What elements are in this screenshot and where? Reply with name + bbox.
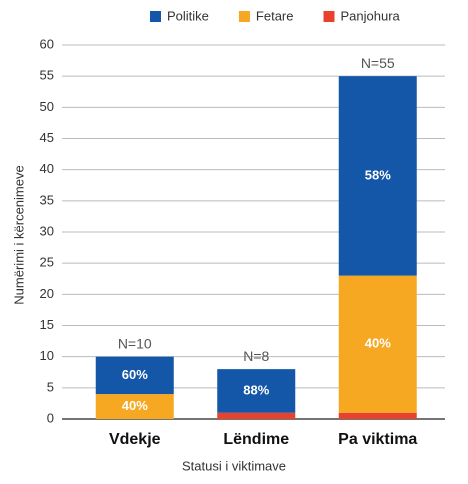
bar-segment: [95, 394, 174, 419]
y-axis-title: Numërimi i kërcenimeve: [11, 165, 26, 304]
x-tick-label: Vdekje: [109, 431, 161, 448]
y-tick-label: 60: [40, 36, 54, 51]
x-tick-label: Lëndime: [223, 431, 289, 448]
segment-label: 88%: [243, 382, 269, 397]
y-tick-label: 55: [40, 68, 54, 83]
legend-swatch: [150, 11, 161, 22]
y-tick-label: 35: [40, 192, 54, 207]
legend-swatch: [323, 11, 335, 22]
total-label: N=55: [361, 55, 395, 71]
y-tick-label: 10: [40, 348, 54, 363]
bar-segment: [338, 76, 417, 276]
segment-label: 40%: [122, 398, 148, 413]
legend-label: Politike: [167, 8, 209, 23]
legend-swatch: [238, 11, 250, 22]
y-tick-label: 30: [40, 223, 54, 238]
y-tick-label: 50: [40, 99, 54, 114]
bar-segment: [95, 356, 174, 395]
y-tick-label: 0: [47, 410, 54, 425]
legend-label: Panjohura: [341, 8, 401, 23]
segment-label: 40%: [365, 336, 391, 351]
total-label: N=8: [243, 348, 269, 364]
bar-segment: [217, 369, 296, 413]
y-tick-label: 45: [40, 130, 54, 145]
y-tick-label: 5: [47, 379, 54, 394]
segment-label: 58%: [365, 167, 391, 182]
y-tick-label: 15: [40, 317, 54, 332]
bar-segment: [338, 275, 417, 413]
y-tick-label: 25: [40, 255, 54, 270]
y-tick-label: 40: [40, 161, 54, 176]
x-axis-title: Statusi i viktimave: [182, 458, 286, 473]
y-tick-label: 20: [40, 286, 54, 301]
x-tick-label: Pa viktima: [338, 431, 417, 448]
bar-segment: [217, 412, 296, 419]
legend-label: Fetare: [256, 8, 294, 23]
segment-label: 60%: [122, 367, 148, 382]
bar-segment: [338, 412, 417, 419]
total-label: N=10: [118, 335, 152, 351]
